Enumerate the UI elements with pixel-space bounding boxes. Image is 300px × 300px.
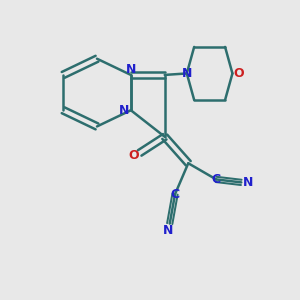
Text: N: N (119, 104, 130, 117)
Text: C: C (170, 188, 180, 201)
Text: N: N (163, 224, 173, 237)
Text: N: N (243, 176, 253, 189)
Text: C: C (212, 173, 221, 186)
Text: N: N (182, 67, 192, 80)
Text: N: N (126, 63, 136, 76)
Text: O: O (128, 149, 139, 162)
Text: O: O (234, 67, 244, 80)
